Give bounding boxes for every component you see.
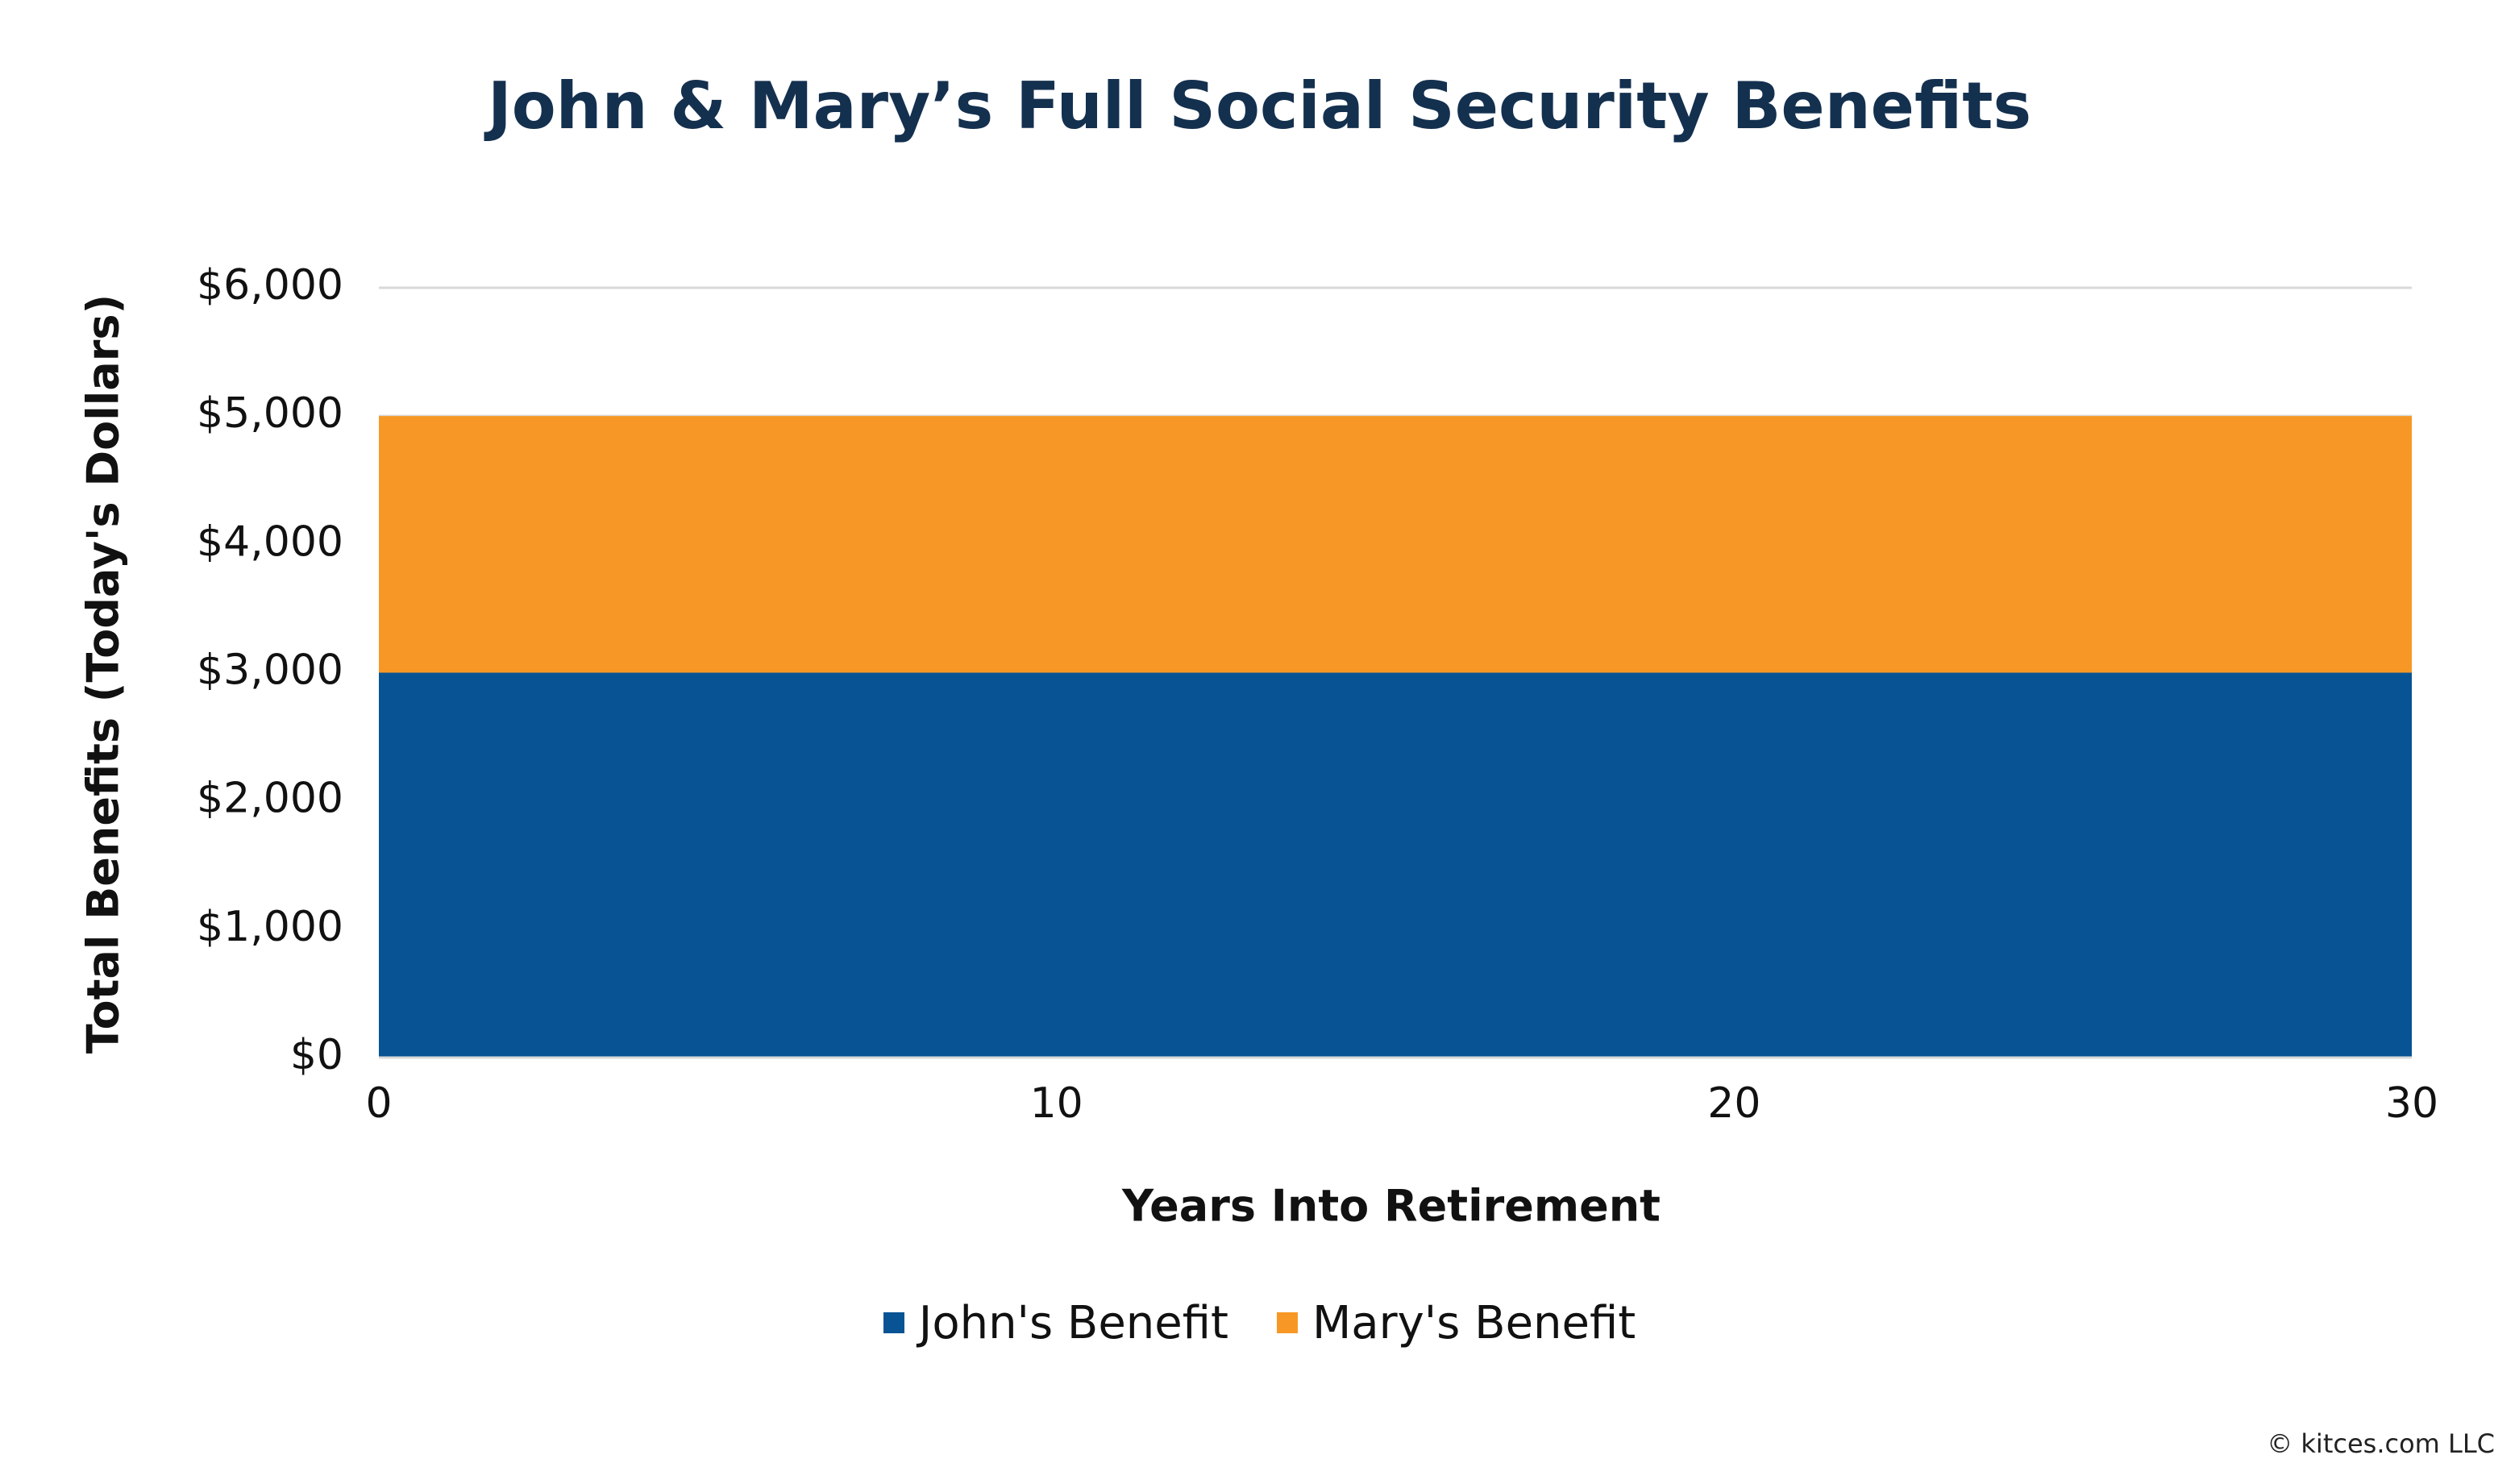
copyright-credit: © kitces.com LLC [2267, 1428, 2495, 1459]
chart-title: John & Mary’s Full Social Security Benef… [487, 69, 2032, 143]
legend-label-1: Mary's Benefit [1311, 1296, 1636, 1349]
legend-swatch-0 [883, 1312, 904, 1333]
y-tick-label-6: $6,000 [197, 261, 343, 310]
y-tick-label-5: $5,000 [197, 389, 343, 438]
y-tick-label-3: $3,000 [197, 646, 343, 695]
legend-item-0: John's Benefit [883, 1297, 1228, 1349]
y-tick-label-4: $4,000 [197, 518, 343, 566]
x-tick-label-1: 10 [1030, 1079, 1083, 1128]
x-tick-label-3: 30 [2385, 1079, 2438, 1128]
x-axis-title: Years Into Retirement [1121, 1181, 1661, 1232]
y-tick-label-2: $2,000 [197, 775, 343, 823]
area-series-0 [379, 672, 2412, 1058]
y-tick-label-1: $1,000 [197, 903, 343, 951]
area-series-1 [379, 416, 2412, 673]
y-tick-label-0: $0 [290, 1031, 343, 1079]
legend-item-1: Mary's Benefit [1276, 1296, 1636, 1349]
x-tick-label-2: 20 [1707, 1079, 1760, 1128]
legend-label-0: John's Benefit [918, 1296, 1228, 1349]
x-tick-label-0: 0 [365, 1079, 392, 1128]
chart-legend: John's Benefit Mary's Benefit [0, 1287, 2519, 1359]
legend-swatch-1 [1276, 1312, 1298, 1333]
y-axis-title: Total Benefits (Today's Dollars) [78, 294, 129, 1054]
